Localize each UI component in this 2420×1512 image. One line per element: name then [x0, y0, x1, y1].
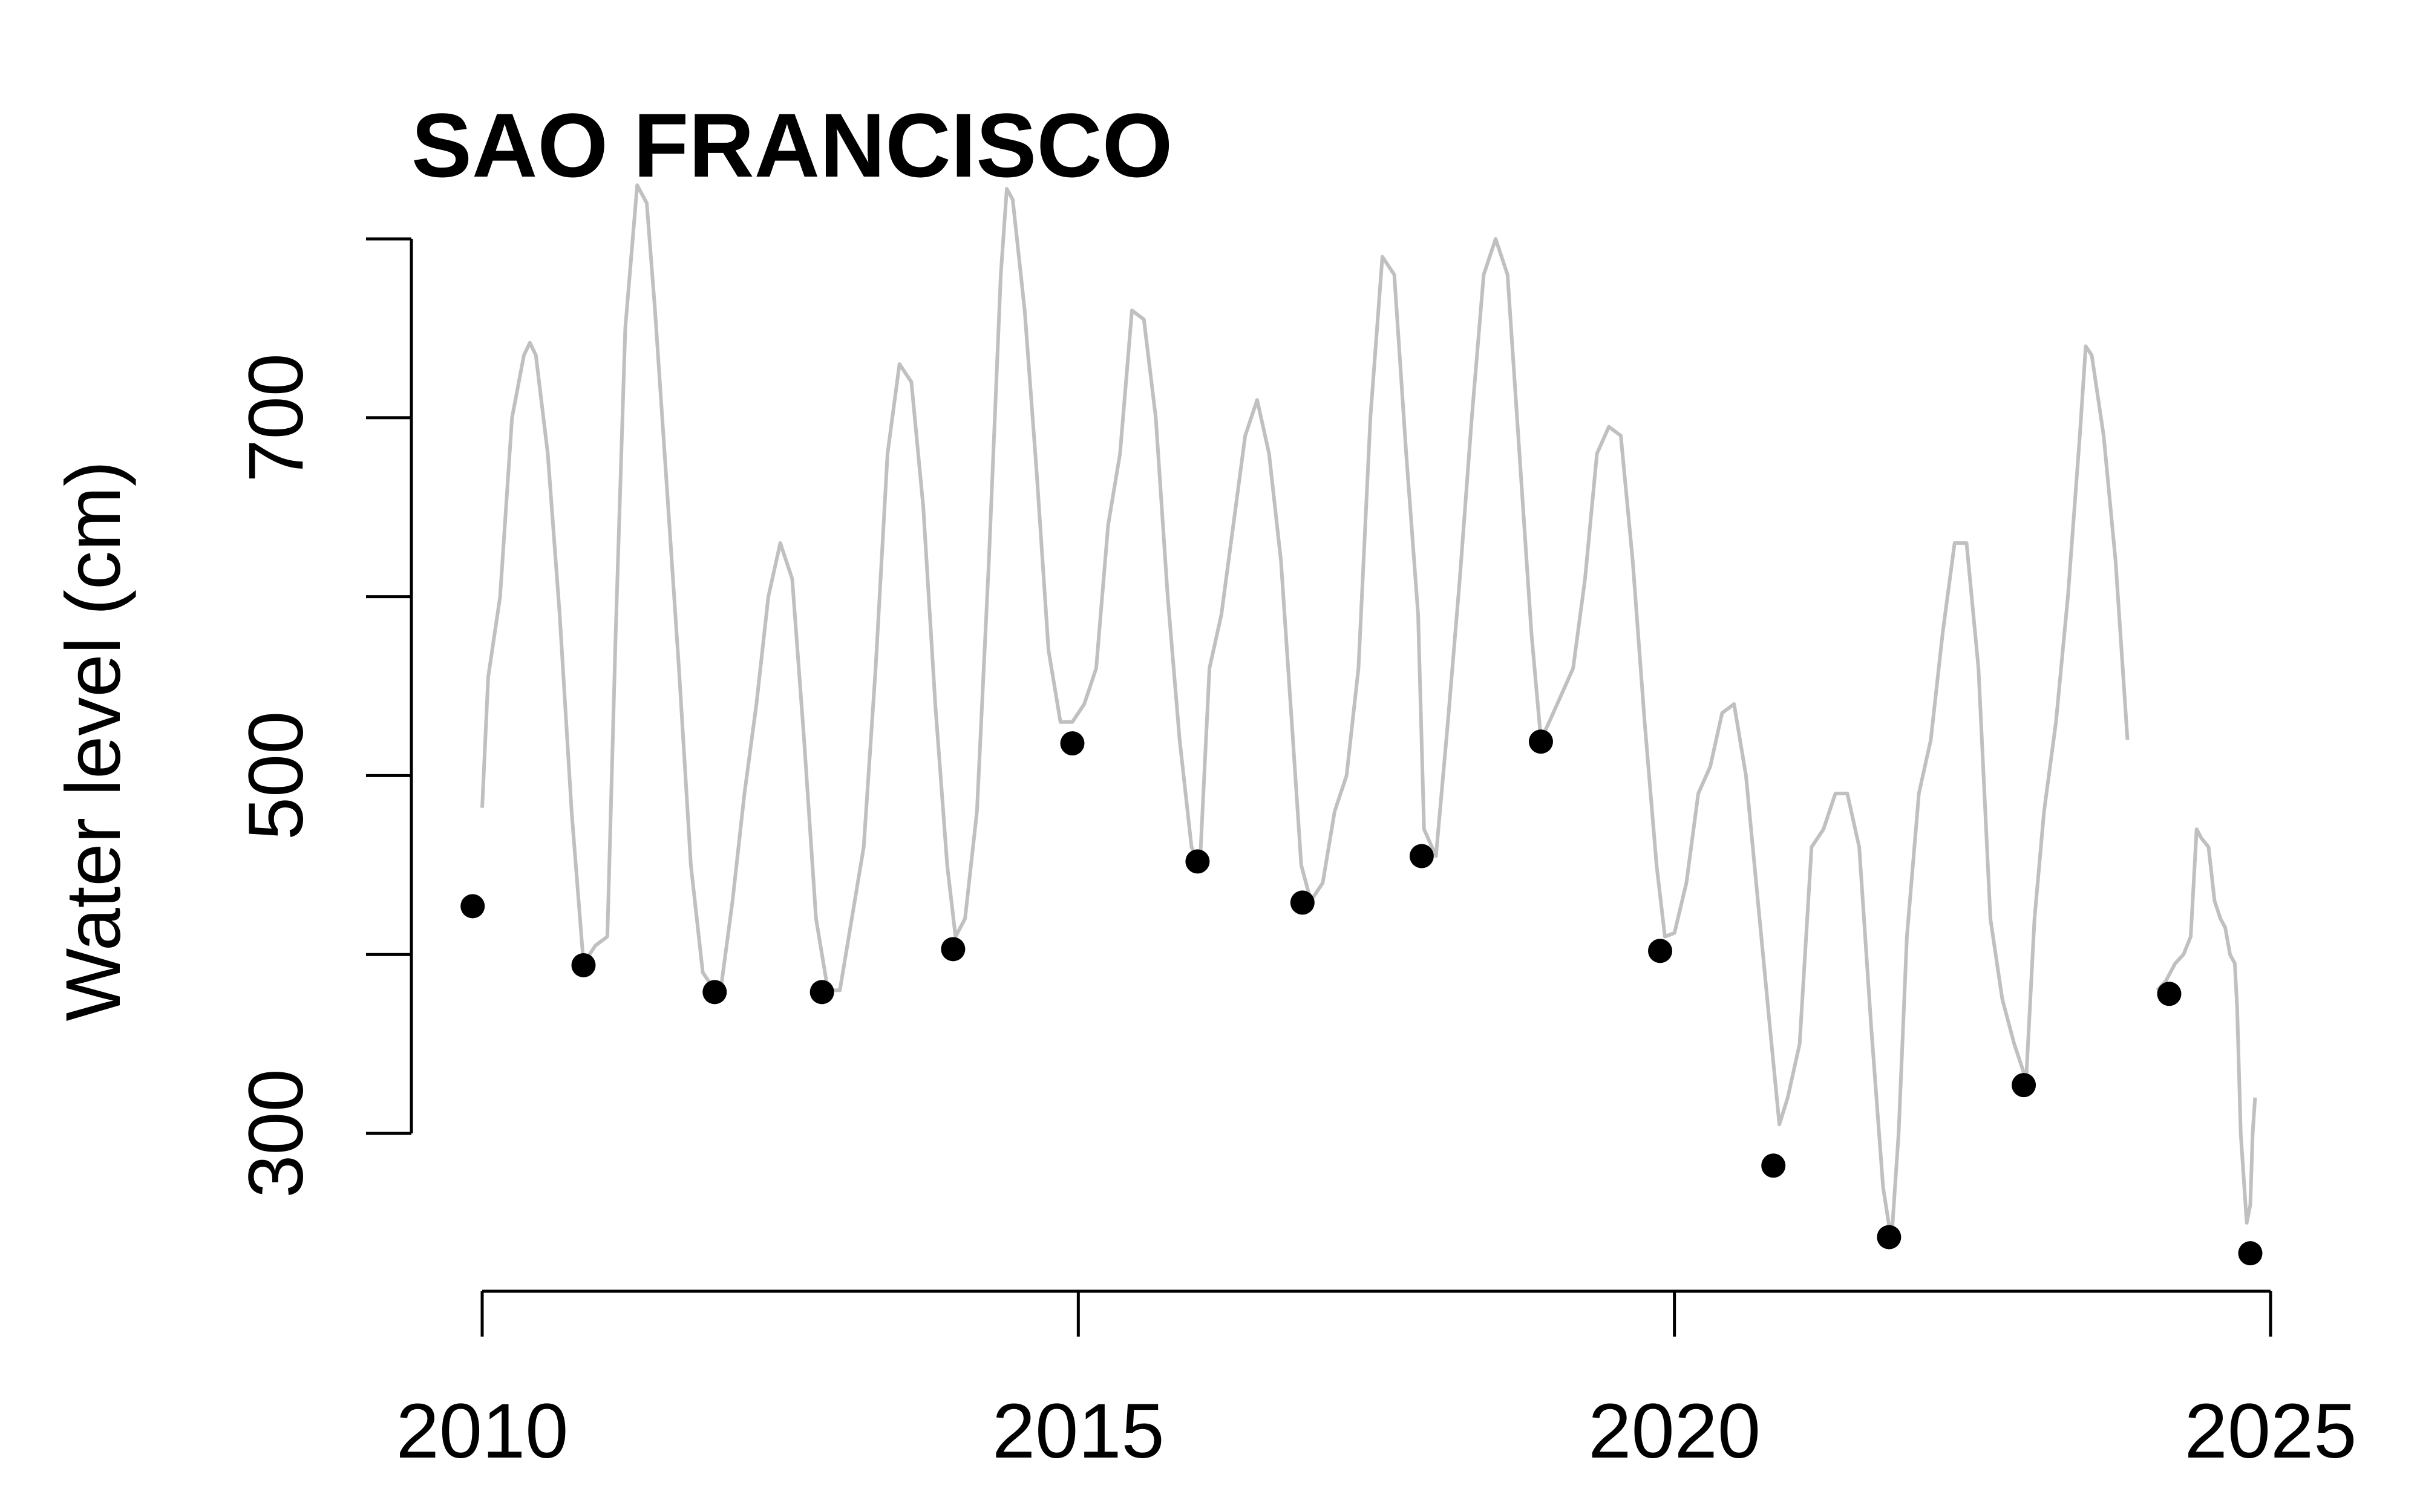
annual-minimum-point: [460, 894, 485, 919]
x-tick-label: 2015: [992, 1388, 1165, 1475]
annual-minimum-point: [1761, 1153, 1786, 1178]
water-level-line-1: [480, 183, 2130, 1243]
y-axis: 300 500 700: [233, 237, 413, 1198]
x-tick-label: 2010: [396, 1388, 569, 1475]
annual-minimum-point: [1409, 844, 1434, 868]
annual-minimum-point: [1877, 1225, 1902, 1250]
annual-minimum-point: [1648, 939, 1673, 963]
y-tick-label: 500: [233, 711, 319, 841]
annual-minimum-point: [1528, 729, 1553, 754]
x-axis: 2010 2015 2020 2025: [396, 1289, 2357, 1475]
chart-title: SAO FRANCISCO: [411, 94, 1173, 196]
annual-minimum-point: [2012, 1073, 2036, 1098]
annual-minimum-point: [1290, 890, 1315, 915]
x-tick-label: 2020: [1588, 1388, 1761, 1475]
y-tick-label: 300: [233, 1069, 319, 1198]
annual-minimum-point: [2238, 1241, 2263, 1266]
y-tick-label: 700: [233, 353, 319, 483]
x-tick-label: 2025: [2185, 1388, 2357, 1475]
series-layer: [460, 183, 2263, 1266]
annual-minimum-point: [2157, 982, 2182, 1006]
annual-minimum-point: [571, 953, 596, 977]
annual-minimum-point: [809, 980, 834, 1005]
annual-minimum-point: [941, 937, 966, 962]
annual-minimum-point: [1185, 849, 1210, 874]
annual-minimum-point: [1060, 731, 1085, 756]
annual-minimum-point: [702, 980, 727, 1005]
water-level-line-2: [2156, 827, 2257, 1225]
